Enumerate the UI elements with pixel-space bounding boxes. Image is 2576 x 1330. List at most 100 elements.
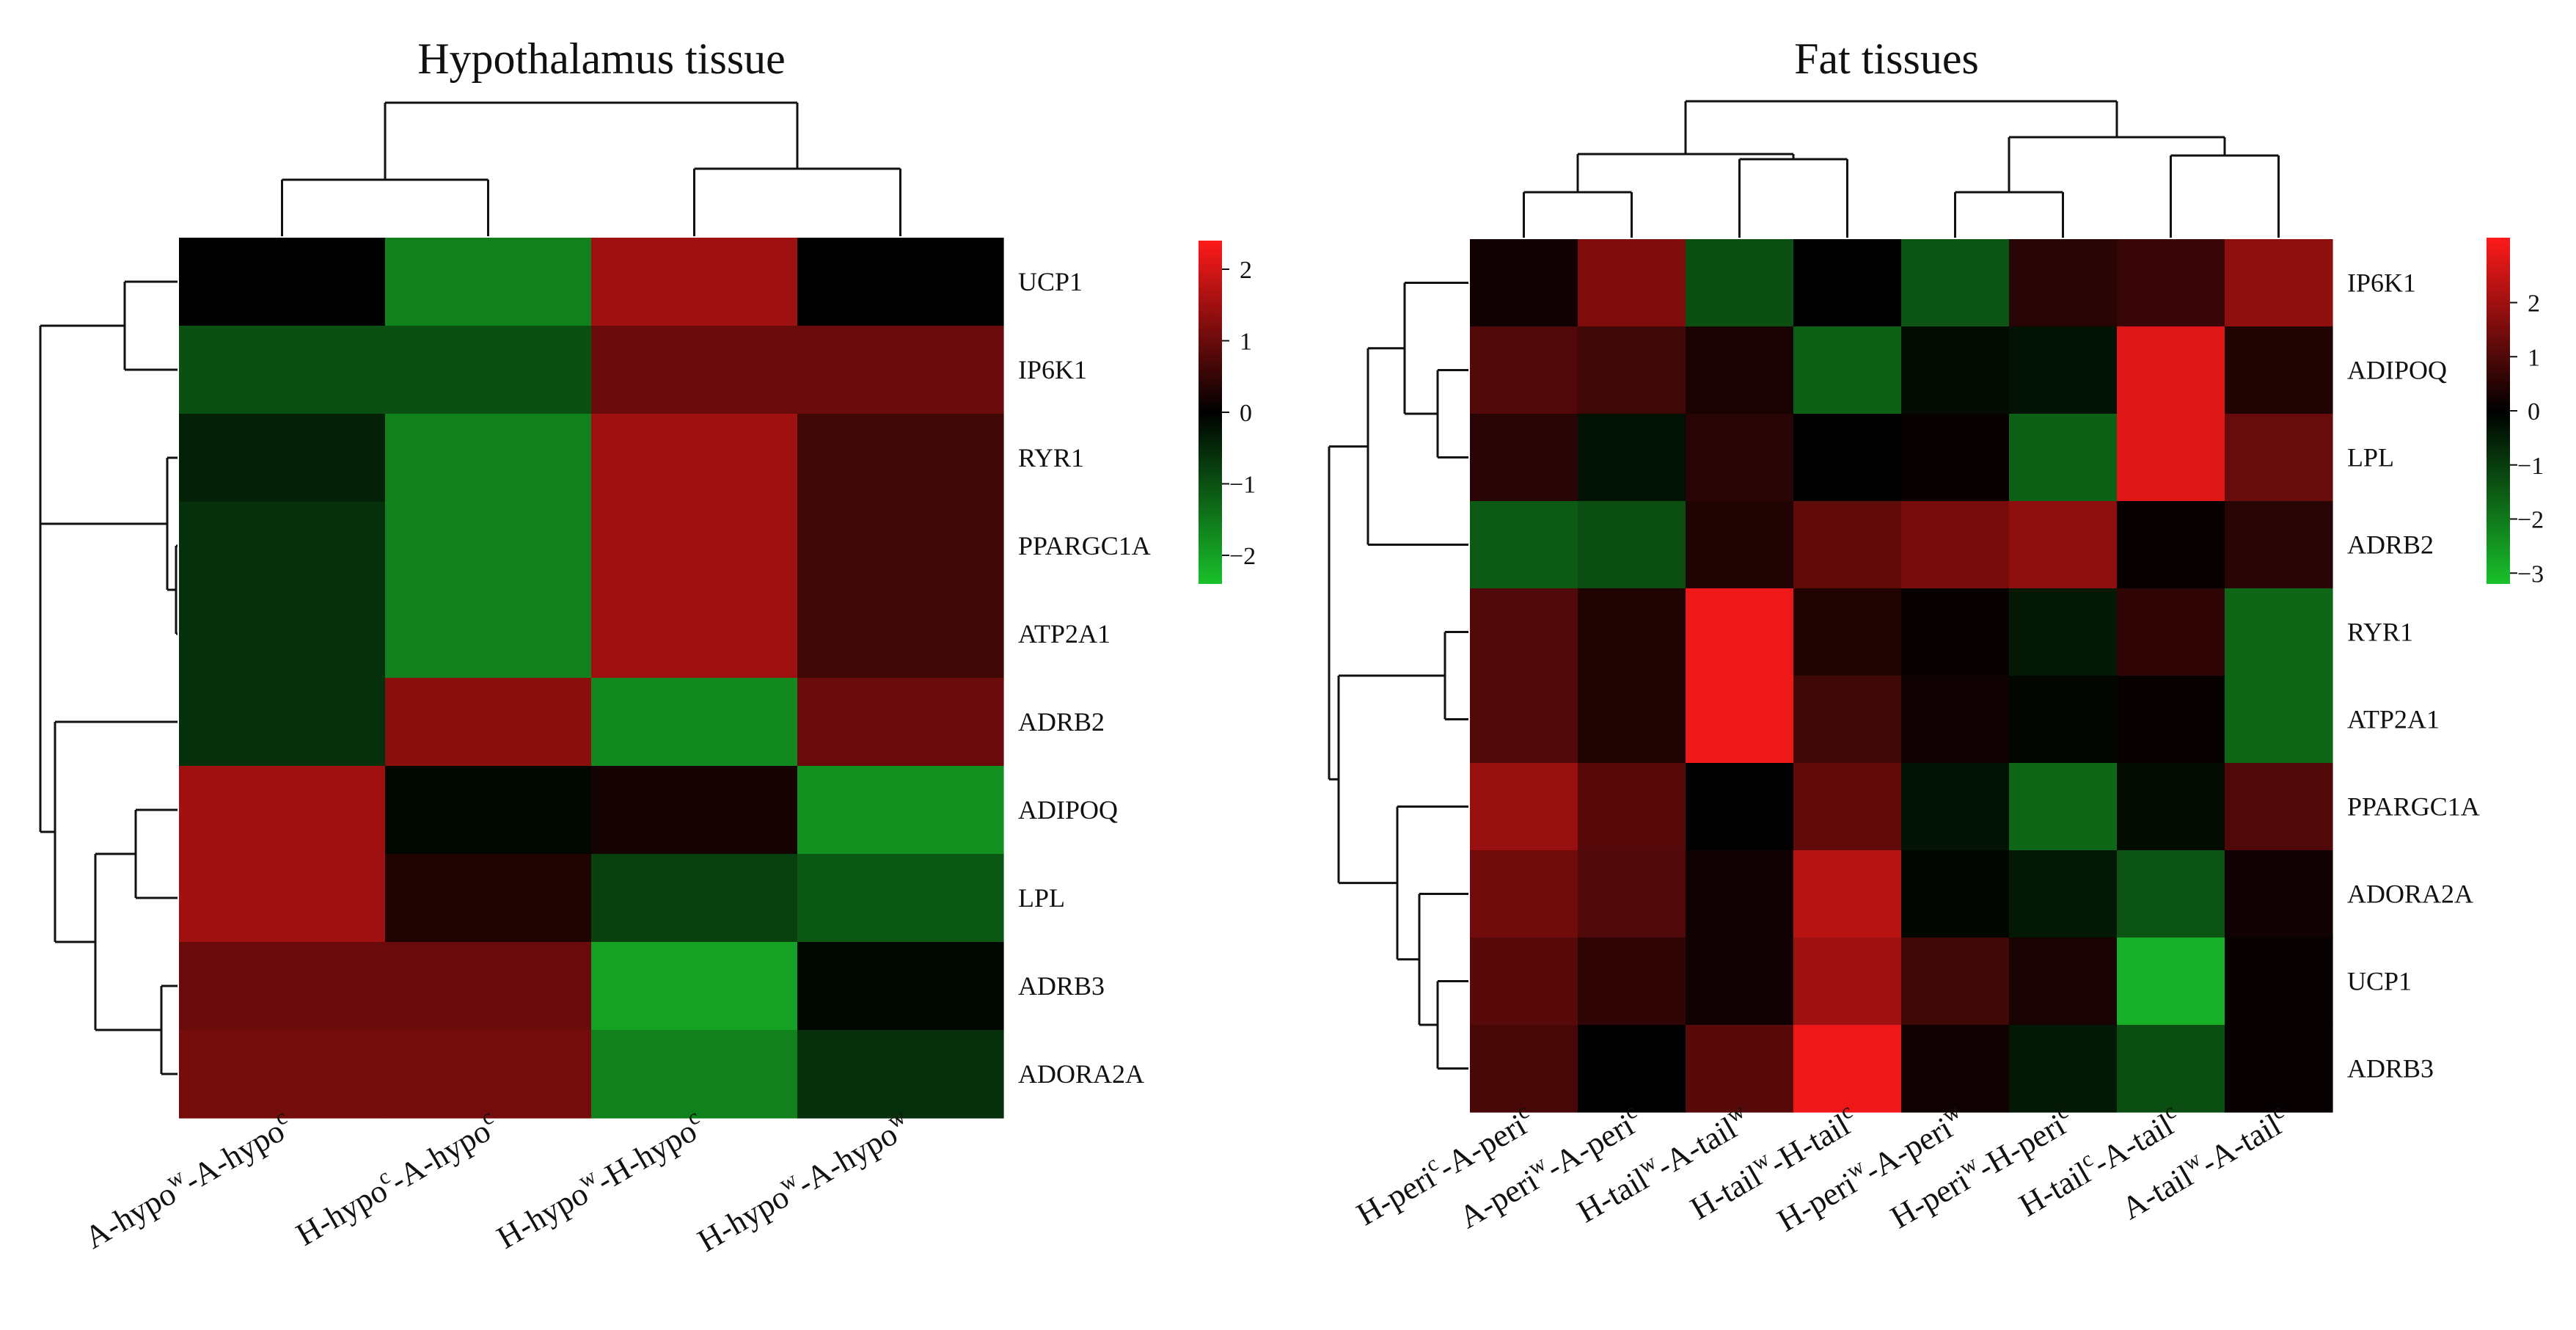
fat-cell-r7-c3 [1793,850,1902,938]
fat-cell-r3-c4 [1901,501,2010,589]
fat-cell-r8-c1 [1578,938,1686,1026]
hypo-cell-r9-c2 [591,1030,798,1119]
fat-cell-r7-c1 [1578,850,1686,938]
fat-cell-r7-c5 [2009,850,2118,938]
hypo-colorbar-tick-label: −1 [1229,472,1256,499]
hypo-cell-r6-c0 [179,766,386,855]
fat-cell-r0-c7 [2225,239,2333,327]
hypo-column-label: A-hypow-A-hypoc [77,1105,299,1256]
fat-cell-r3-c5 [2009,501,2118,589]
fat-row-label: PPARGC1A [2347,792,2480,822]
fat-cell-r1-c2 [1686,326,1794,414]
hypo-cell-r9-c0 [179,1030,386,1119]
hypo-row-label: RYR1 [1018,443,1084,472]
hypo-cell-r7-c0 [179,854,386,943]
fat-cell-r5-c0 [1470,676,1578,764]
fat-colorbar [2487,238,2510,584]
fat-cell-r6-c3 [1793,763,1902,851]
hypo-cell-r8-c3 [797,942,1004,1031]
fat-cell-r2-c4 [1901,414,2010,502]
hypo-cell-r3-c3 [797,502,1004,591]
fat-colorbar-tick-label: 0 [2528,398,2540,425]
fat-cell-r0-c1 [1578,239,1686,327]
hypo-row-label: LPL [1018,883,1065,913]
hypo-cell-r7-c3 [797,854,1004,943]
fat-cell-r1-c5 [2009,326,2118,414]
fat-row-label: LPL [2347,443,2394,472]
fat-cell-r6-c4 [1901,763,2010,851]
hypo-column-label: H-hypow-A-hypow [689,1105,917,1259]
fat-cell-r7-c6 [2117,850,2225,938]
hypo-cell-r5-c2 [591,678,798,767]
hypo-cell-r0-c0 [179,238,386,326]
fat-cell-r9-c7 [2225,1025,2333,1113]
fat-cell-r0-c5 [2009,239,2118,327]
fat-colorbar-tick-label: 1 [2528,344,2540,371]
fat-cell-r5-c7 [2225,676,2333,764]
fat-row-label: ADIPOQ [2347,356,2447,385]
hypo-cell-r4-c2 [591,590,798,679]
fat-cell-r4-c3 [1793,588,1902,676]
hypo-cell-r5-c1 [385,678,592,767]
hypo-cell-r3-c1 [385,502,592,591]
fat-cell-r8-c0 [1470,938,1578,1026]
fat-cell-r9-c3 [1793,1025,1902,1113]
hypo-colorbar-tick-label: 0 [1240,400,1252,427]
fat-cell-r1-c4 [1901,326,2010,414]
hypo-cell-r3-c2 [591,502,798,591]
fat-row-label: RYR1 [2347,618,2413,647]
fat-cell-r4-c0 [1470,588,1578,676]
fat-cell-r1-c7 [2225,326,2333,414]
fat-cell-r1-c3 [1793,326,1902,414]
fat-cell-r6-c0 [1470,763,1578,851]
hypo-cell-r0-c3 [797,238,1004,326]
hypo-cell-r1-c2 [591,326,798,414]
fat-cell-r5-c1 [1578,676,1686,764]
hypo-cell-r1-c0 [179,326,386,414]
fat-row-label: ATP2A1 [2347,705,2440,734]
fat-cell-r9-c2 [1686,1025,1794,1113]
fat-cell-r4-c1 [1578,588,1686,676]
hypo-colorbar-tick-label: 2 [1240,257,1252,284]
fat-cell-r8-c7 [2225,938,2333,1026]
hypo-cell-r0-c2 [591,238,798,326]
fat-row-label: IP6K1 [2347,268,2416,298]
fat-cell-r5-c3 [1793,676,1902,764]
fat-cell-r0-c3 [1793,239,1902,327]
fat-cell-r0-c2 [1686,239,1794,327]
fat-cell-r7-c4 [1901,850,2010,938]
hypo-colorbar [1199,241,1222,584]
hypo-cell-r8-c2 [591,942,798,1031]
hypo-colorbar-tick-label: 1 [1240,329,1252,356]
fat-cell-r9-c0 [1470,1025,1578,1113]
hypo-cell-r9-c3 [797,1030,1004,1119]
fat-cell-r2-c3 [1793,414,1902,502]
fat-cell-r8-c6 [2117,938,2225,1026]
fat-row-label: ADORA2A [2347,880,2473,909]
fat-row-label: UCP1 [2347,967,2412,996]
fat-cell-r0-c0 [1470,239,1578,327]
fat-colorbar-tick-label: 2 [2528,291,2540,318]
hypo-row-label: ADRB2 [1018,707,1105,737]
hypo-cell-r2-c2 [591,414,798,503]
hypo-colorbar-tick-label: −2 [1229,543,1256,570]
fat-cell-r3-c2 [1686,501,1794,589]
fat-cell-r8-c3 [1793,938,1902,1026]
hypo-cell-r0-c1 [385,238,592,326]
fat-cell-r5-c5 [2009,676,2118,764]
fat-cell-r1-c1 [1578,326,1686,414]
hypo-cell-r5-c3 [797,678,1004,767]
hypo-row-label: ADRB3 [1018,971,1105,1001]
fat-cell-r8-c4 [1901,938,2010,1026]
hypo-cell-r6-c2 [591,766,798,855]
fat-cell-r3-c0 [1470,501,1578,589]
fat-cell-r6-c5 [2009,763,2118,851]
fat-row-label: ADRB3 [2347,1054,2434,1084]
fat-column-dendrogram [1523,100,2280,238]
fat-tissues-heatmap-title: Fat tissues [1794,34,1979,83]
fat-cell-r9-c5 [2009,1025,2118,1113]
hypo-column-dendrogram [281,101,901,236]
hypo-row-label: ADORA2A [1018,1059,1144,1089]
hypo-row-label: IP6K1 [1018,355,1087,384]
hypo-cell-r7-c2 [591,854,798,943]
